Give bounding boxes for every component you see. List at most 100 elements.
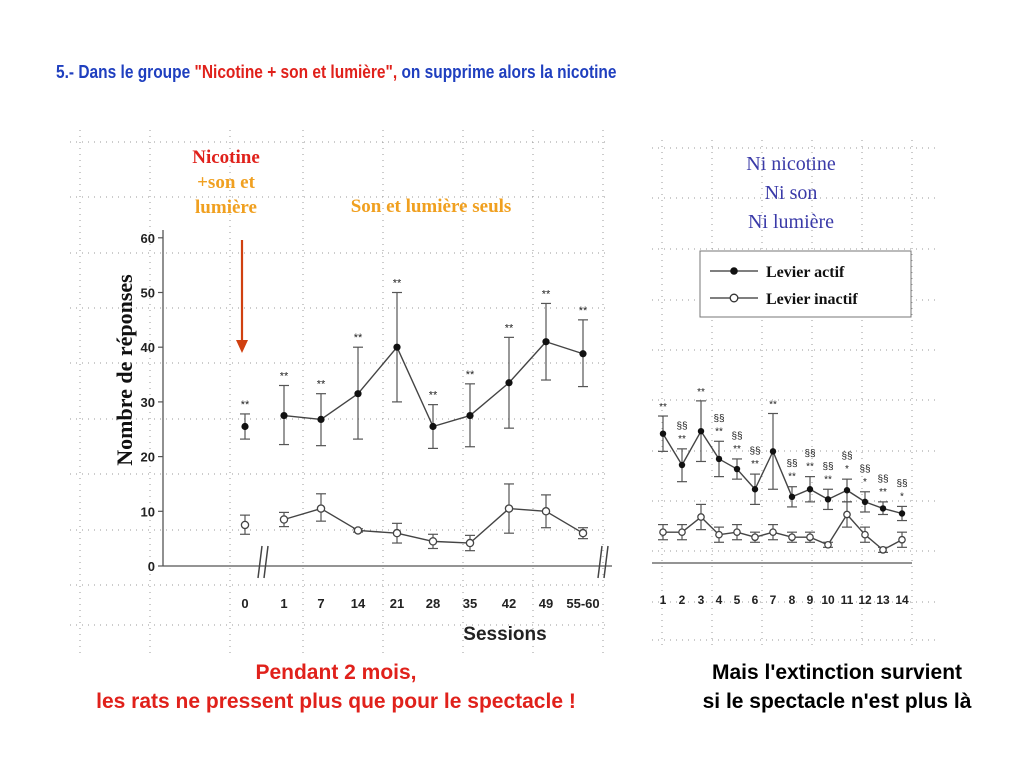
active-lever-2-point xyxy=(898,510,906,517)
y-tick-label: 20 xyxy=(141,450,155,465)
significance-label: ** xyxy=(824,474,832,485)
inactive-lever-2-point xyxy=(715,530,723,539)
legend-active-marker xyxy=(730,267,738,275)
active-lever-2-point xyxy=(733,465,741,473)
active-lever-line-segment xyxy=(357,346,398,395)
y-tick-label: 0 xyxy=(148,559,155,574)
inactive-lever-point xyxy=(316,504,326,513)
nicotine-annotation: +son et xyxy=(197,172,255,193)
inactive-lever-2-point xyxy=(751,533,759,542)
x-tick-label: 6 xyxy=(752,593,759,607)
caption-right-line1: Mais l'extinction survient xyxy=(711,661,963,684)
x-tick-label: 4 xyxy=(716,593,723,607)
significance-label: ** xyxy=(715,426,723,437)
x-tick-label: 7 xyxy=(317,596,324,611)
significance-label: ** xyxy=(280,370,289,382)
title-part-2: "Nicotine + son et lumière", xyxy=(194,62,398,82)
x-tick-label: 14 xyxy=(351,596,366,611)
condition-annotation: Ni son xyxy=(765,182,818,204)
x-tick-label: 21 xyxy=(390,596,404,611)
inactive-lever-point xyxy=(578,528,588,538)
active-lever-2-line-segment xyxy=(882,507,903,515)
nicotine-arrow-head xyxy=(236,340,248,353)
significance-label: ** xyxy=(466,369,475,381)
inactive-lever-2-point xyxy=(824,540,832,549)
active-lever-2-line-segment xyxy=(700,430,720,460)
significance-label: §§ xyxy=(804,449,815,460)
active-lever-2-line-segment xyxy=(681,430,702,466)
nicotine-annotation: lumière xyxy=(195,197,257,218)
x-tick-label: 55-60 xyxy=(566,596,599,611)
active-lever-2-line-segment xyxy=(791,488,811,498)
title-part-1: 5.- Dans le groupe xyxy=(56,62,195,82)
significance-label: §§ xyxy=(676,421,687,432)
x-tick-label: 2 xyxy=(679,593,686,607)
caption-left-line2: les rats ne pressent plus que pour le sp… xyxy=(96,690,576,713)
active-lever-2-point xyxy=(861,498,869,506)
inactive-lever-line-segment xyxy=(545,510,584,534)
inactive-lever-point xyxy=(353,526,363,535)
inactive-lever-2-point xyxy=(898,535,906,544)
active-lever-line-segment xyxy=(396,346,434,427)
active-lever-point xyxy=(241,422,249,431)
active-lever-2-point xyxy=(697,427,705,435)
significance-label: ** xyxy=(697,387,705,398)
active-lever-point xyxy=(542,338,550,346)
significance-label: §§ xyxy=(859,464,870,475)
x-axis-title: Sessions xyxy=(463,624,546,645)
x-tick-label: 3 xyxy=(698,593,705,607)
significance-label: ** xyxy=(733,444,741,455)
caption-left: Pendant 2 mois, les rats ne pressent plu… xyxy=(0,658,672,716)
significance-label: * xyxy=(845,464,849,475)
inactive-lever-2-line-segment xyxy=(827,514,848,546)
active-lever-line-segment xyxy=(469,382,510,417)
active-lever-2-point xyxy=(806,486,814,493)
significance-label: ** xyxy=(317,379,326,391)
active-lever-2-line-segment xyxy=(736,468,756,490)
x-tick-label: 13 xyxy=(876,593,890,607)
active-lever-line-segment xyxy=(283,414,322,421)
active-lever-point xyxy=(466,411,474,420)
significance-label: * xyxy=(900,491,904,502)
significance-label: §§ xyxy=(896,478,907,489)
caption-right-line2: si le spectacle n'est plus là xyxy=(702,690,972,713)
inactive-lever-line-segment xyxy=(469,508,510,544)
active-lever-2-point xyxy=(751,486,759,493)
inactive-lever-point xyxy=(541,507,551,516)
inactive-lever-point xyxy=(279,515,289,524)
inactive-lever-2-line-segment xyxy=(846,514,866,536)
y-axis-title: Nombre de réponses xyxy=(112,274,137,466)
significance-label: * xyxy=(863,477,867,488)
significance-label: ** xyxy=(806,462,814,473)
inactive-lever-line-segment xyxy=(432,540,471,544)
legend-box xyxy=(699,250,912,318)
active-lever-point xyxy=(429,422,437,431)
active-lever-point xyxy=(505,379,513,387)
x-tick-label: 12 xyxy=(858,593,872,607)
active-lever-line-segment xyxy=(432,414,471,428)
x-tick-label: 35 xyxy=(463,596,477,611)
x-tick-label: 9 xyxy=(807,593,814,607)
inactive-lever-2-point xyxy=(678,528,686,537)
inactive-lever-point xyxy=(392,528,402,538)
significance-label: §§ xyxy=(749,446,760,457)
significance-label: §§ xyxy=(822,461,833,472)
inactive-lever-2-point xyxy=(861,530,869,539)
significance-label: §§ xyxy=(786,459,797,470)
significance-label: ** xyxy=(678,434,686,445)
son-lumiere-annotation: Son et lumière seuls xyxy=(351,196,512,217)
active-lever-2-point xyxy=(715,455,723,463)
inactive-lever-2-point xyxy=(843,510,851,519)
significance-label: ** xyxy=(579,305,588,317)
active-lever-point xyxy=(393,343,401,351)
x-tick-label: 0 xyxy=(241,596,248,611)
active-lever-2-line-segment xyxy=(809,488,829,500)
active-lever-2-point xyxy=(769,448,777,455)
significance-label: §§ xyxy=(841,451,852,462)
x-tick-label: 10 xyxy=(821,593,835,607)
active-lever-line-segment xyxy=(508,341,547,384)
inactive-lever-point xyxy=(465,538,475,548)
y-tick-label: 30 xyxy=(141,395,155,410)
x-tick-label: 42 xyxy=(502,596,516,611)
